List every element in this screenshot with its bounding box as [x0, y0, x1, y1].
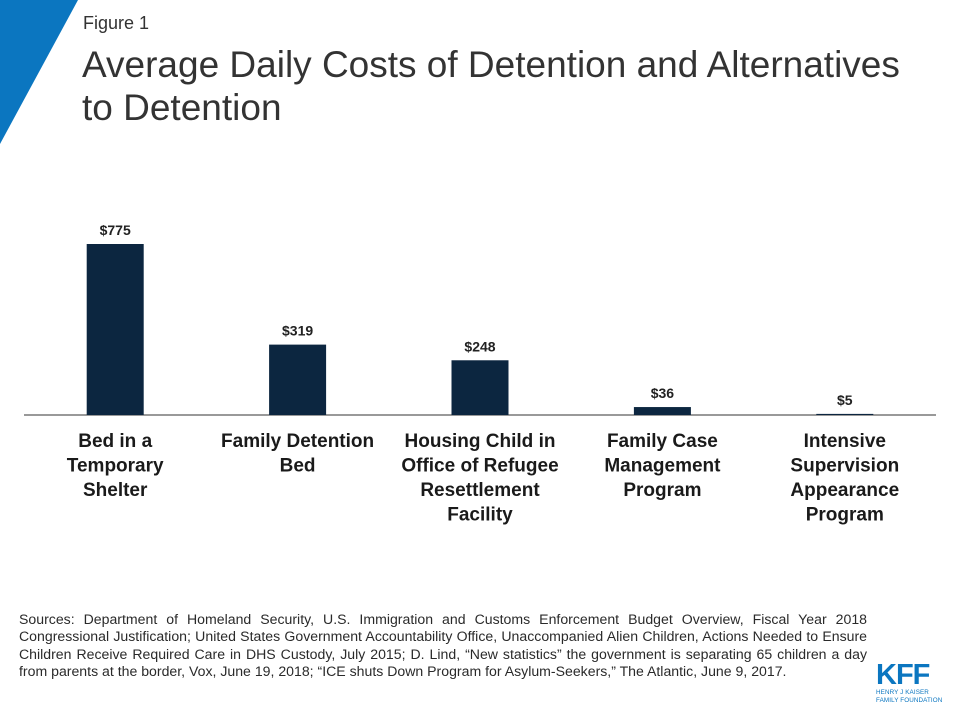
bar [269, 344, 327, 415]
data-label: $248 [464, 338, 495, 354]
chart-title: Average Daily Costs of Detention and Alt… [82, 44, 900, 128]
kff-logo: KFF HENRY J KAISER FAMILY FOUNDATION [876, 661, 946, 704]
kff-logo-line-2: FAMILY FOUNDATION [876, 696, 943, 704]
data-label: $36 [651, 385, 675, 401]
data-label: $319 [282, 323, 313, 339]
category-label: Intensive Supervision Appearance Program [790, 431, 899, 526]
category-label: Family Detention Bed [221, 431, 374, 477]
category-label: Bed in a Temporary Shelter [67, 431, 164, 501]
corner-accent-triangle [0, 0, 78, 144]
bar-chart: $775 Bed in a Temporary Shelter $319 Family D… [24, 222, 936, 526]
figure-label: Figure 1 [83, 13, 150, 33]
data-label: $775 [100, 222, 131, 238]
data-label: $5 [837, 392, 853, 408]
bar [633, 407, 691, 415]
kff-logo-line-1: HENRY J KAISER [876, 689, 929, 696]
kff-logo-mark: KFF [876, 659, 930, 691]
category-label: Housing Child in Office of Refugee Resettl… [401, 431, 558, 526]
bar [451, 360, 509, 415]
bar [816, 413, 874, 415]
sources-note: Sources: Department of Homeland Security… [19, 611, 867, 680]
category-label: Family Case Management Program [604, 431, 721, 501]
bar [86, 244, 144, 415]
